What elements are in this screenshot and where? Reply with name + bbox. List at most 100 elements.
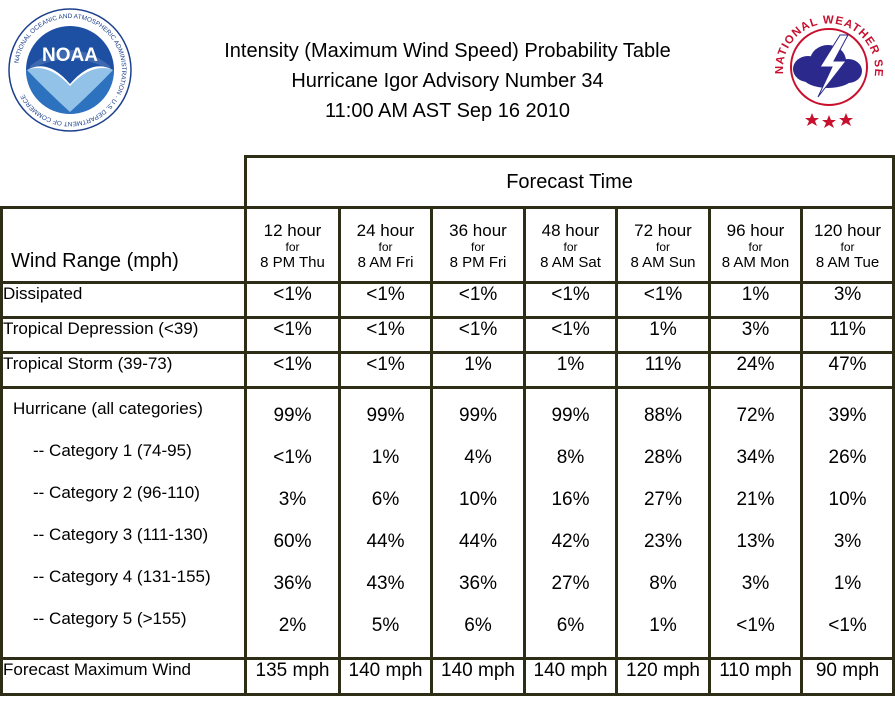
- table-cell: 21%: [736, 489, 775, 510]
- table-cell: 140 mph: [430, 657, 526, 696]
- table-cell: 99%: [551, 405, 590, 426]
- table-cell: 140 mph: [338, 657, 433, 696]
- corner-blank: [2, 157, 246, 208]
- table-cell: 24%: [708, 351, 803, 389]
- column-header-36h: 36 hour for 8 PM Fri: [430, 206, 526, 284]
- svg-text:NOAA: NOAA: [42, 45, 98, 66]
- table-cell: 1%: [649, 615, 677, 636]
- table-cell: 3%: [708, 316, 803, 354]
- noaa-logo: NATIONAL OCEANIC AND ATMOSPHERIC ADMINIS…: [8, 8, 132, 132]
- table-cell: 110 mph: [708, 657, 803, 696]
- table-cell: 8%: [556, 447, 585, 468]
- row-label-tropical-depression: Tropical Depression (<39): [0, 316, 247, 354]
- table-cell: <1%: [244, 281, 341, 319]
- column-header-72h: 72 hour for 8 AM Sun: [615, 206, 711, 284]
- title-line-2: Hurricane Igor Advisory Number 34: [291, 70, 604, 92]
- table-cell: 3%: [833, 531, 862, 552]
- row-label-category-3: -- Category 3 (111-130): [33, 525, 209, 544]
- table-cell: 6%: [464, 615, 492, 636]
- hurricane-values-72h: 88% 28% 27% 23% 8% 1%: [615, 386, 711, 660]
- table-cell: <1%: [273, 447, 312, 468]
- table-cell: 10%: [828, 489, 867, 510]
- table-cell: 10%: [458, 489, 498, 510]
- hurricane-values-36h: 99% 4% 10% 44% 36% 6%: [430, 386, 526, 660]
- table-cell: 99%: [458, 405, 498, 426]
- table-cell: 8%: [649, 573, 677, 594]
- title-line-1: Intensity (Maximum Wind Speed) Probabili…: [224, 40, 671, 62]
- table-cell: 44%: [458, 531, 498, 552]
- table-cell: 6%: [556, 615, 585, 636]
- table-cell: <1%: [736, 615, 775, 636]
- table-cell: <1%: [523, 281, 618, 319]
- table-cell: 3%: [741, 573, 770, 594]
- table-cell: <1%: [430, 316, 526, 354]
- table-cell: 140 mph: [523, 657, 618, 696]
- table-cell: 4%: [464, 447, 492, 468]
- table-cell: <1%: [338, 281, 433, 319]
- table-cell: 34%: [736, 447, 775, 468]
- table-cell: 120 mph: [615, 657, 711, 696]
- hurricane-values-96h: 72% 34% 21% 13% 3% <1%: [708, 386, 803, 660]
- table-cell: 13%: [736, 531, 775, 552]
- table-cell: 27%: [643, 489, 683, 510]
- table-cell: 2%: [278, 615, 307, 636]
- table-cell: 1%: [615, 316, 711, 354]
- table-cell: 42%: [551, 531, 590, 552]
- table-cell: <1%: [244, 316, 341, 354]
- title-line-3: 11:00 AM AST Sep 16 2010: [325, 100, 570, 122]
- table-cell: 1%: [430, 351, 526, 389]
- table-cell: <1%: [338, 316, 433, 354]
- row-label-category-4: -- Category 4 (131-155): [33, 567, 211, 586]
- hurricane-values-48h: 99% 8% 16% 42% 27% 6%: [523, 386, 618, 660]
- forecast-time-row: Forecast Time: [2, 155, 895, 209]
- table-cell: 6%: [371, 489, 400, 510]
- nws-logo: NATIONAL WEATHER SERVICE: [768, 5, 887, 128]
- table-cell: 5%: [371, 615, 400, 636]
- row-label-dissipated: Dissipated: [0, 281, 247, 319]
- table-row: Dissipated <1% <1% <1% <1% <1% 1% 3%: [0, 281, 895, 319]
- table-cell: 3%: [799, 281, 895, 319]
- table-cell: 1%: [371, 447, 400, 468]
- table-cell: 44%: [366, 531, 405, 552]
- hurricane-labels: Hurricane (all categories) -- Category 1…: [0, 386, 247, 660]
- table-cell: 3%: [278, 489, 307, 510]
- table-cell: 47%: [799, 351, 895, 389]
- hurricane-values-120h: 39% 26% 10% 3% 1% <1%: [799, 386, 895, 660]
- table-cell: 1%: [708, 281, 803, 319]
- column-header-row: Wind Range (mph) 12 hour for 8 PM Thu 24…: [0, 206, 895, 284]
- table-cell: 36%: [458, 573, 498, 594]
- table-cell: 39%: [828, 405, 867, 426]
- row-label-category-5: -- Category 5 (>155): [33, 609, 187, 628]
- table-cell: 72%: [736, 405, 775, 426]
- table-cell: <1%: [523, 316, 618, 354]
- table-cell: 1%: [523, 351, 618, 389]
- table-cell: 99%: [366, 405, 405, 426]
- table-cell: <1%: [828, 615, 867, 636]
- row-label-category-2: -- Category 2 (96-110): [33, 483, 200, 502]
- table-cell: <1%: [615, 281, 711, 319]
- table-cell: 26%: [828, 447, 867, 468]
- hurricane-row-group: Hurricane (all categories) -- Category 1…: [0, 386, 895, 660]
- wind-range-header: Wind Range (mph): [0, 206, 247, 284]
- title-block: Intensity (Maximum Wind Speed) Probabili…: [170, 36, 725, 126]
- table-cell: <1%: [244, 351, 341, 389]
- probability-table: Forecast Time Wind Range (mph) 12 hour f…: [0, 155, 895, 696]
- table-cell: 28%: [643, 447, 683, 468]
- column-header-96h: 96 hour for 8 AM Mon: [708, 206, 803, 284]
- table-cell: 36%: [273, 573, 312, 594]
- table-cell: <1%: [430, 281, 526, 319]
- table-cell: 90 mph: [799, 657, 895, 696]
- column-header-12h: 12 hour for 8 PM Thu: [244, 206, 341, 284]
- table-cell: 23%: [643, 531, 683, 552]
- forecast-max-wind-row: Forecast Maximum Wind 135 mph 140 mph 14…: [0, 657, 895, 696]
- table-cell: 1%: [833, 573, 862, 594]
- hurricane-values-24h: 99% 1% 6% 44% 43% 5%: [338, 386, 433, 660]
- table-cell: 16%: [551, 489, 590, 510]
- table-row: Tropical Storm (39-73) <1% <1% 1% 1% 11%…: [0, 351, 895, 389]
- forecast-time-header: Forecast Time: [243, 155, 895, 209]
- table-cell: 27%: [551, 573, 590, 594]
- table-cell: 99%: [273, 405, 312, 426]
- row-label-category-1: -- Category 1 (74-95): [33, 441, 192, 460]
- table-cell: 43%: [366, 573, 405, 594]
- column-header-24h: 24 hour for 8 AM Fri: [338, 206, 433, 284]
